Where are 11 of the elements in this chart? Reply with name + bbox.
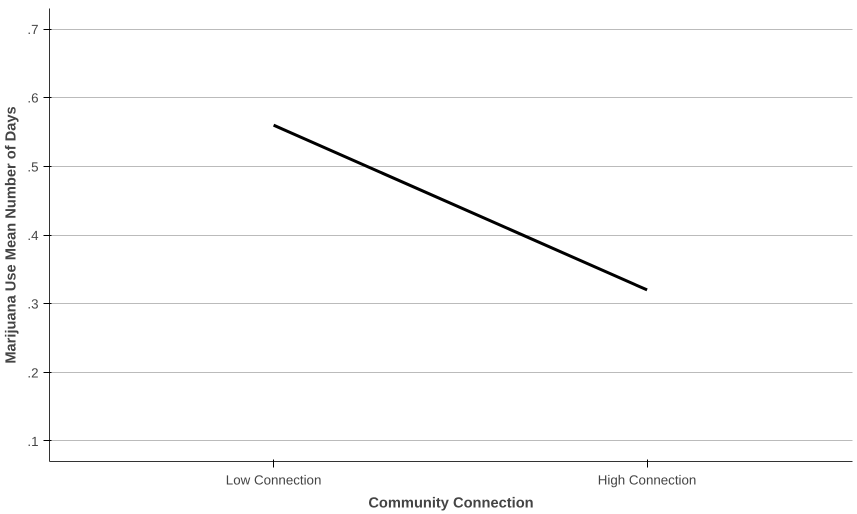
y-tick-label: .6 xyxy=(27,90,39,106)
y-tick-label: .4 xyxy=(27,228,40,243)
x-tick-label: High Connection xyxy=(598,472,696,488)
y-tick-label: .2 xyxy=(27,365,39,380)
y-axis-title: Marijuana Use Mean Number of Days xyxy=(3,106,20,364)
y-tick-label: .3 xyxy=(27,296,39,312)
y-tick-label: .1 xyxy=(27,434,39,449)
x-axis-title: Community Connection xyxy=(368,496,534,512)
y-tick-label: .7 xyxy=(27,22,39,38)
x-tick-label: Low Connection xyxy=(226,472,322,488)
y-tick-label: .5 xyxy=(27,159,39,174)
